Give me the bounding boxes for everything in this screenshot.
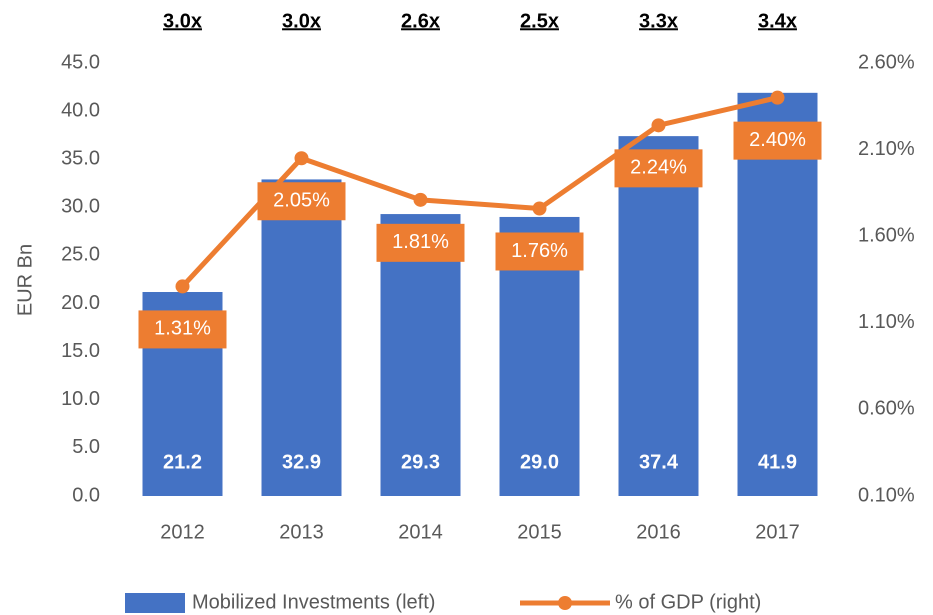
bar	[618, 136, 699, 496]
line-value-label: 1.81%	[392, 231, 449, 253]
bar-value-label: 29.0	[520, 451, 559, 473]
line-label-box	[495, 232, 584, 271]
y-tick-label: 0.0	[72, 484, 100, 506]
annotation: 3.4x	[758, 10, 797, 32]
bar	[261, 179, 342, 496]
line-marker	[770, 90, 785, 105]
y-tick-label: 20.0	[61, 292, 100, 314]
bar-value-label: 29.3	[401, 451, 440, 473]
annotation: 3.0x	[282, 10, 321, 32]
bar	[737, 92, 818, 496]
bar-value-label: 32.9	[282, 451, 321, 473]
y2-tick-label: 0.60%	[858, 398, 915, 420]
y2-tick-label: 2.10%	[858, 138, 915, 160]
line-value-label: 2.40%	[749, 129, 806, 151]
y-tick-label: 35.0	[61, 148, 100, 170]
x-tick-label: 2012	[160, 521, 205, 543]
y2-tick-label: 1.60%	[858, 224, 915, 246]
line-label-box	[376, 223, 465, 262]
x-tick-label: 2016	[636, 521, 681, 543]
annotation: 3.3x	[639, 10, 678, 32]
bar-value-label: 37.4	[639, 451, 679, 473]
line	[180, 95, 779, 289]
line-value-label: 1.31%	[154, 318, 211, 340]
line-label-box	[614, 149, 703, 188]
y-tick-label: 10.0	[61, 388, 100, 410]
legend-swatch	[125, 593, 185, 613]
y-tick-label: 30.0	[61, 196, 100, 218]
line-marker	[532, 201, 547, 216]
bar-value-label: 21.2	[163, 451, 202, 473]
x-tick-label: 2017	[755, 521, 800, 543]
x-tick-label: 2013	[279, 521, 324, 543]
line-marker	[651, 118, 666, 133]
line-value-label: 1.76%	[511, 240, 568, 262]
y2-tick-label: 0.10%	[858, 484, 915, 506]
y-axis-label: EUR Bn	[14, 244, 36, 316]
line-label-box	[257, 182, 346, 221]
line-marker	[413, 192, 428, 207]
y-tick-label: 40.0	[61, 99, 100, 121]
line-label-box	[138, 310, 227, 349]
y-tick-label: 15.0	[61, 340, 100, 362]
legend-label: % of GDP (right)	[615, 591, 761, 613]
line-value-label: 2.05%	[273, 190, 330, 212]
annotation: 2.5x	[520, 10, 559, 32]
y-tick-label: 25.0	[61, 244, 100, 266]
y2-tick-label: 2.60%	[858, 51, 915, 73]
line-marker	[294, 151, 309, 166]
bar-value-label: 41.9	[758, 451, 797, 473]
line-value-label: 2.24%	[630, 157, 687, 179]
y-tick-label: 45.0	[61, 51, 100, 73]
legend-marker	[558, 596, 572, 610]
y2-tick-label: 1.10%	[858, 311, 915, 333]
y-tick-label: 5.0	[72, 436, 100, 458]
annotation: 3.0x	[163, 10, 202, 32]
line-marker	[175, 279, 190, 294]
line-label-box	[733, 121, 822, 160]
annotation: 2.6x	[401, 10, 440, 32]
legend-label: Mobilized Investments (left)	[192, 591, 435, 613]
x-tick-label: 2015	[517, 521, 562, 543]
x-tick-label: 2014	[398, 521, 443, 543]
